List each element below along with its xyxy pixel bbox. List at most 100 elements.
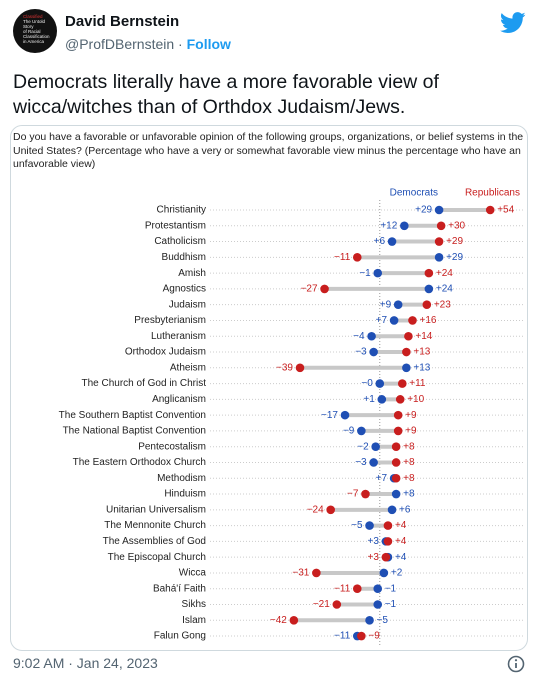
dot: [391, 473, 401, 483]
category-label: Judaism: [169, 299, 206, 310]
value-label: +8: [403, 473, 415, 484]
value-label: −21: [313, 599, 330, 610]
value-label: −42: [270, 615, 287, 626]
value-label: −5: [351, 520, 363, 531]
dot: [436, 221, 446, 231]
value-label: +6: [374, 236, 386, 247]
tweet-text: Democrats literally have a more favorabl…: [13, 71, 439, 118]
category-label: Wicca: [179, 568, 207, 579]
value-label: +24: [436, 268, 453, 279]
dot: [424, 268, 434, 278]
value-label: +9: [405, 410, 417, 421]
category-label: Buddhism: [162, 252, 206, 263]
dot: [485, 205, 495, 215]
value-label: +4: [395, 552, 407, 563]
dot: [434, 205, 444, 215]
category-label: Falun Gong: [154, 631, 206, 642]
value-label: −7: [347, 489, 359, 500]
dot: [387, 505, 397, 515]
value-label: +29: [446, 236, 463, 247]
twitter-logo[interactable]: [500, 12, 526, 34]
category-label: Protestantism: [145, 220, 206, 231]
avatar-line: Story: [23, 24, 34, 29]
value-label: +30: [448, 220, 465, 231]
dot: [383, 521, 393, 530]
dot: [375, 379, 385, 388]
category-label: Bahá'í Faith: [153, 583, 206, 594]
dot: [373, 600, 383, 609]
value-label: +12: [380, 220, 397, 231]
value-label: +8: [403, 441, 415, 452]
dot: [408, 316, 417, 325]
dot: [373, 268, 383, 278]
value-label: −9: [343, 426, 355, 437]
value-label: +13: [413, 347, 430, 358]
dot: [434, 237, 444, 246]
dot: [377, 395, 387, 404]
info-icon[interactable]: [506, 654, 526, 674]
value-label: −11: [334, 252, 351, 263]
dot: [395, 395, 405, 404]
dot: [434, 253, 444, 262]
dot: [289, 615, 299, 625]
dot: [371, 442, 380, 452]
dot: [320, 284, 329, 294]
value-label: +1: [363, 394, 375, 405]
category-label: The Eastern Orthodox Church: [73, 457, 206, 468]
dot: [367, 331, 376, 341]
dot: [422, 300, 432, 309]
value-label: +29: [415, 205, 432, 216]
legend-label: Republicans: [465, 188, 520, 199]
category-label: Amish: [178, 268, 206, 279]
dot: [352, 253, 362, 262]
dot: [373, 584, 383, 594]
category-label: The Assemblies of God: [103, 536, 206, 547]
value-label: −9: [368, 631, 380, 642]
timestamp[interactable]: 9:02 AM · Jan 24, 2023: [13, 655, 158, 671]
value-label: −11: [334, 583, 351, 594]
separator: ·: [178, 36, 183, 52]
dot: [379, 568, 389, 578]
category-label: The Church of God in Christ: [82, 378, 207, 389]
category-label: Methodism: [157, 473, 206, 484]
value-label: +4: [395, 536, 407, 547]
value-label: +7: [376, 473, 388, 484]
dot: [381, 552, 391, 562]
category-label: Sikhs: [182, 599, 206, 610]
dot: [369, 458, 378, 467]
dot: [352, 584, 362, 594]
author-name[interactable]: David Bernstein: [65, 13, 180, 30]
follow-button[interactable]: Follow: [186, 36, 231, 52]
dot: [389, 316, 399, 325]
handle[interactable]: @ProfDBernstein: [65, 36, 175, 52]
category-label: Orthodox Judaism: [125, 347, 206, 358]
dot: [404, 331, 413, 341]
value-label: +11: [409, 378, 426, 389]
value-label: −3: [355, 347, 367, 358]
category-label: Atheism: [170, 362, 206, 373]
avatar-line: of Racial: [23, 29, 41, 34]
value-label: −31: [292, 568, 309, 579]
category-label: The Southern Baptist Convention: [59, 410, 206, 421]
dot: [361, 489, 370, 499]
avatar-line: The Untold: [23, 19, 46, 24]
value-label: +3: [368, 552, 380, 563]
dot: [393, 300, 403, 309]
avatar[interactable]: Classified The Untold Story of Racial Classi…: [13, 9, 57, 53]
value-label: +7: [376, 315, 388, 326]
legend-label: Democrats: [390, 188, 438, 199]
category-label: Christianity: [157, 205, 206, 216]
category-label: Agnostics: [163, 284, 206, 295]
chart-question: Do you have a favorable or unfavorable o…: [13, 131, 524, 170]
value-label: −0: [361, 378, 373, 389]
value-label: +10: [407, 394, 424, 405]
dot: [332, 600, 342, 609]
media-frame[interactable]: [10, 125, 528, 651]
category-label: The National Baptist Convention: [63, 426, 206, 437]
dot: [387, 237, 397, 246]
category-label: Anglicanism: [152, 394, 206, 405]
category-label: Pentecostalism: [138, 441, 206, 452]
dot: [393, 410, 403, 420]
dot: [424, 284, 434, 294]
value-label: −2: [357, 441, 369, 452]
